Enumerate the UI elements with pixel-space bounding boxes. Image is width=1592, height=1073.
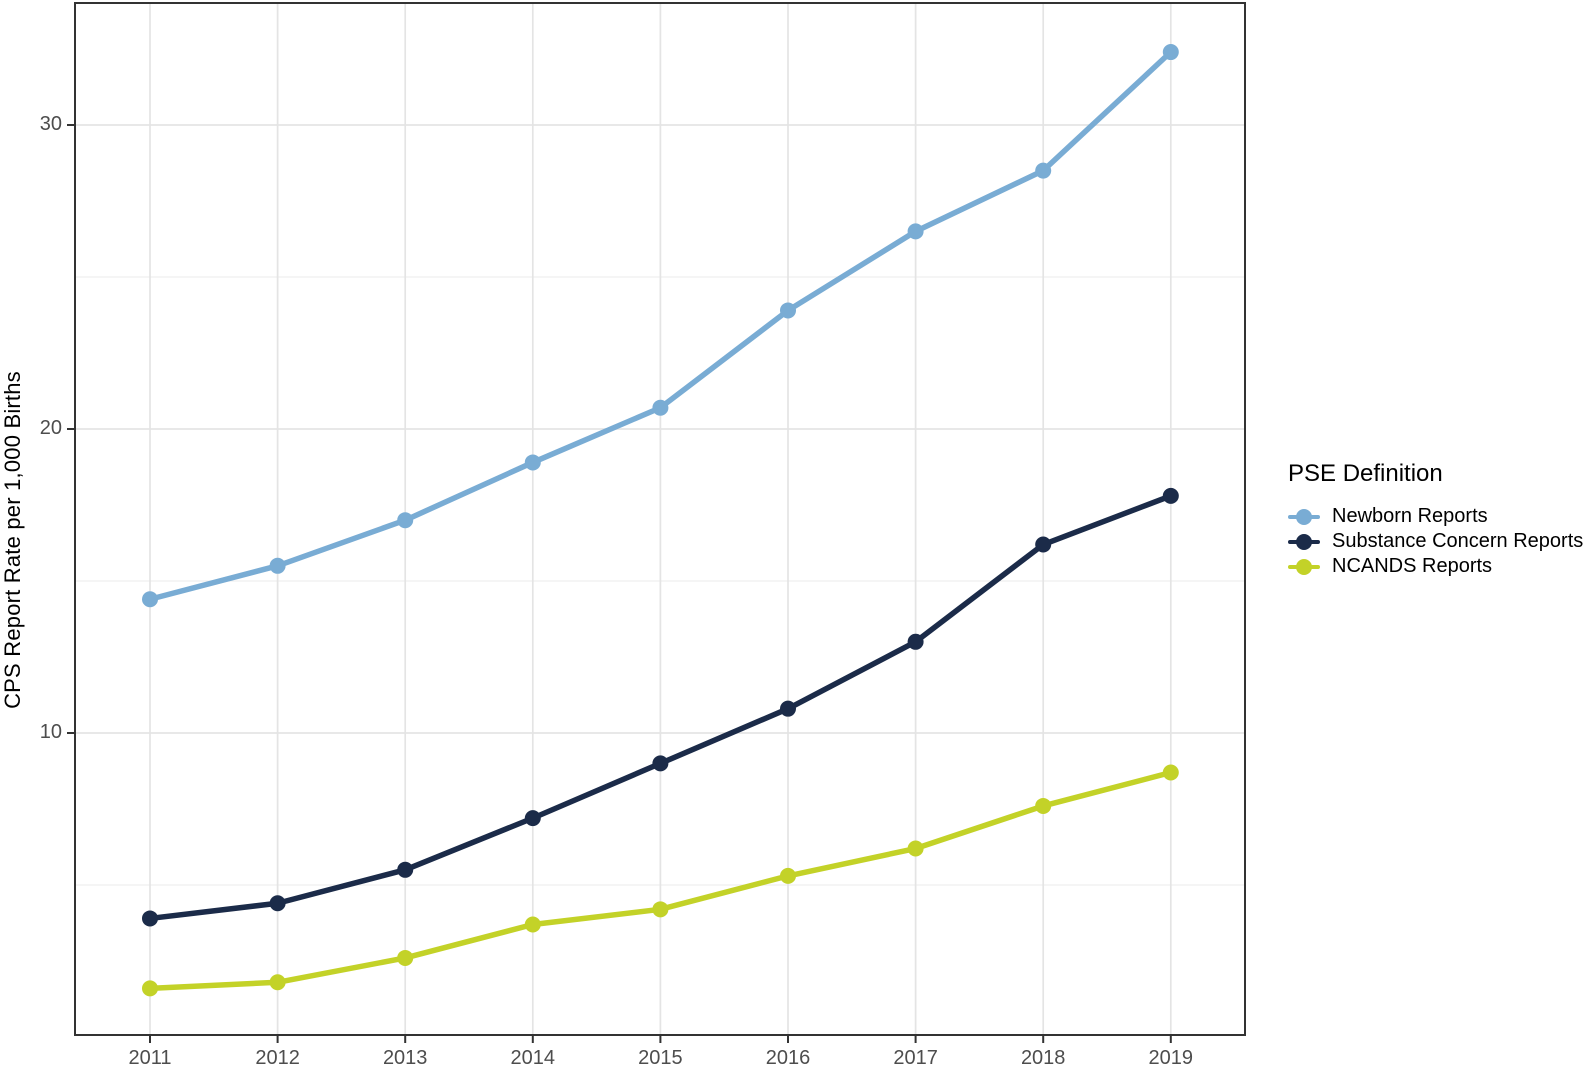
x-tick-label: 2018	[1020, 1047, 1066, 1069]
data-point	[397, 861, 414, 878]
data-point	[1162, 764, 1179, 781]
x-tick-label: 2011	[128, 1047, 172, 1069]
line-point-key-icon	[1288, 533, 1320, 551]
data-point	[907, 223, 924, 240]
x-tick-label: 2014	[510, 1047, 556, 1069]
data-point	[1035, 797, 1052, 814]
data-point	[397, 949, 414, 966]
data-point	[142, 980, 158, 997]
x-tick-label: 2016	[765, 1047, 811, 1069]
data-point	[907, 633, 924, 650]
x-tick-label: 2013	[382, 1047, 428, 1069]
data-point	[142, 591, 158, 608]
x-tick-label: 2012	[255, 1047, 300, 1069]
data-point	[142, 910, 158, 927]
x-tick-label: 2019	[1148, 1047, 1194, 1069]
legend-item-substance-concern-reports: Substance Concern Reports	[1288, 529, 1583, 554]
line-point-key-icon	[1288, 508, 1320, 526]
legend-label: Newborn Reports	[1332, 505, 1488, 527]
data-point	[907, 840, 924, 857]
legend: PSE Definition Newborn Reports Substance…	[1288, 460, 1583, 579]
data-point	[1162, 44, 1179, 61]
legend-label: NCANDS Reports	[1332, 555, 1493, 577]
y-tick-label: 10	[39, 721, 62, 743]
data-point	[780, 867, 796, 884]
data-point	[269, 557, 286, 574]
data-point	[1035, 162, 1052, 179]
legend-item-ncands-reports: NCANDS Reports	[1288, 554, 1583, 579]
data-point	[524, 454, 541, 471]
data-point	[269, 974, 286, 991]
data-point	[780, 700, 796, 717]
data-point	[524, 916, 541, 933]
legend-item-newborn-reports: Newborn Reports	[1288, 504, 1583, 529]
data-point	[397, 512, 414, 529]
data-point	[269, 895, 286, 912]
y-axis-title: CPS Report Rate per 1,000 Births	[0, 371, 25, 709]
y-tick-label: 30	[39, 113, 62, 135]
data-point	[1035, 536, 1052, 553]
data-point	[1162, 487, 1179, 504]
line-point-key-icon	[1288, 558, 1320, 576]
legend-label: Substance Concern Reports	[1332, 530, 1584, 552]
data-point	[652, 901, 669, 918]
x-tick-label: 2017	[893, 1047, 938, 1069]
legend-title: PSE Definition	[1288, 460, 1443, 487]
data-point	[524, 810, 541, 827]
data-point	[780, 302, 796, 319]
y-tick-label: 20	[39, 417, 62, 439]
x-tick-label: 2015	[638, 1047, 683, 1069]
data-point	[652, 399, 669, 416]
data-point	[652, 755, 669, 772]
